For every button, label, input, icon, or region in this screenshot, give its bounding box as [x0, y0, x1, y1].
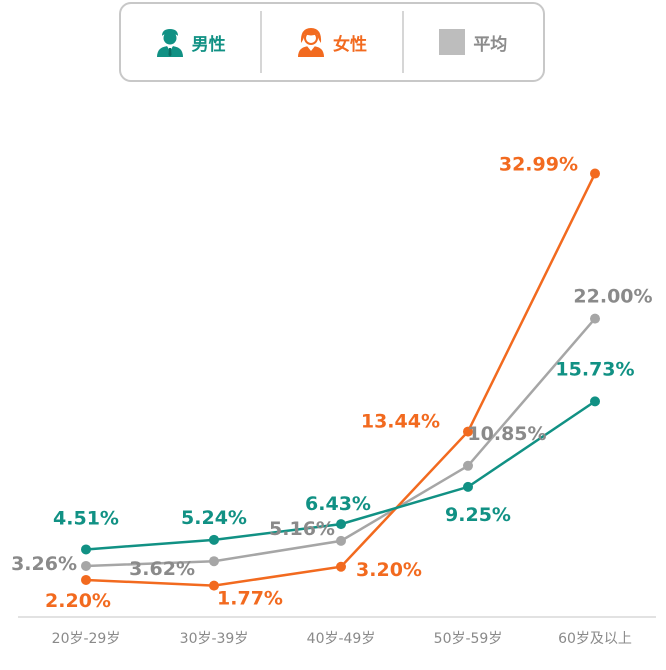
data-point-female-2[interactable] [336, 561, 346, 572]
data-label-female-3: 13.44% [361, 411, 440, 433]
data-label-female-4: 32.99% [499, 154, 578, 176]
label-layer: 4.51% 5.24% 6.43% 9.25% 15.73% 2.20% 1.77% 3.20… [11, 154, 652, 612]
data-label-male-0: 4.51% [53, 507, 119, 529]
data-label-male-2: 6.43% [305, 493, 371, 515]
data-point-average-2[interactable] [336, 535, 346, 546]
data-label-female-2: 3.20% [356, 559, 422, 581]
data-label-average-4: 22.00% [573, 286, 652, 308]
x-tick-label: 50岁-59岁 [434, 631, 503, 647]
male-person-icon [156, 29, 183, 57]
legend-label-male: 男性 [191, 34, 226, 55]
x-tick-label: 20岁-29岁 [52, 631, 121, 647]
data-point-female-3[interactable] [463, 426, 473, 437]
x-tick-labels: 20岁-29岁 30岁-39岁 40岁-49岁 50岁-59岁 60岁及以上 [52, 631, 632, 647]
data-point-male-2[interactable] [336, 519, 346, 530]
data-label-average-3: 10.85% [467, 423, 546, 445]
data-label-male-3: 9.25% [445, 504, 511, 526]
series-layer [81, 168, 600, 591]
data-point-average-0[interactable] [81, 560, 91, 571]
legend-label-female: 女性 [332, 34, 367, 55]
data-label-average-1: 3.62% [129, 558, 195, 580]
data-point-female-4[interactable] [590, 168, 600, 179]
legend: 男性 女性 平均 [119, 2, 545, 82]
x-tick-label: 30岁-39岁 [180, 631, 249, 647]
female-person-icon [297, 28, 324, 57]
legend-divider [260, 11, 263, 73]
legend-item-average[interactable]: 平均 [404, 4, 543, 80]
legend-divider [401, 11, 404, 73]
data-point-average-1[interactable] [209, 556, 219, 567]
data-point-male-0[interactable] [81, 544, 91, 555]
data-point-female-0[interactable] [81, 574, 91, 585]
data-label-average-2: 5.16% [269, 518, 335, 540]
data-point-female-1[interactable] [209, 580, 219, 591]
data-point-male-3[interactable] [463, 481, 473, 492]
gray-square-icon [439, 29, 466, 55]
legend-item-female[interactable]: 女性 [262, 4, 401, 80]
x-tick-label: 40岁-49岁 [307, 631, 376, 647]
data-label-male-4: 15.73% [555, 358, 634, 380]
data-label-female-1: 1.77% [217, 588, 283, 610]
data-label-female-0: 2.20% [45, 590, 111, 612]
legend-label-average: 平均 [473, 34, 508, 55]
data-point-average-4[interactable] [590, 313, 600, 324]
data-point-male-4[interactable] [590, 396, 600, 407]
data-point-average-3[interactable] [463, 460, 473, 471]
data-label-average-0: 3.26% [11, 553, 77, 575]
x-tick-label: 60岁及以上 [558, 631, 632, 647]
data-point-male-1[interactable] [209, 534, 219, 545]
legend-item-male[interactable]: 男性 [121, 4, 260, 80]
data-label-male-1: 5.24% [181, 507, 247, 529]
